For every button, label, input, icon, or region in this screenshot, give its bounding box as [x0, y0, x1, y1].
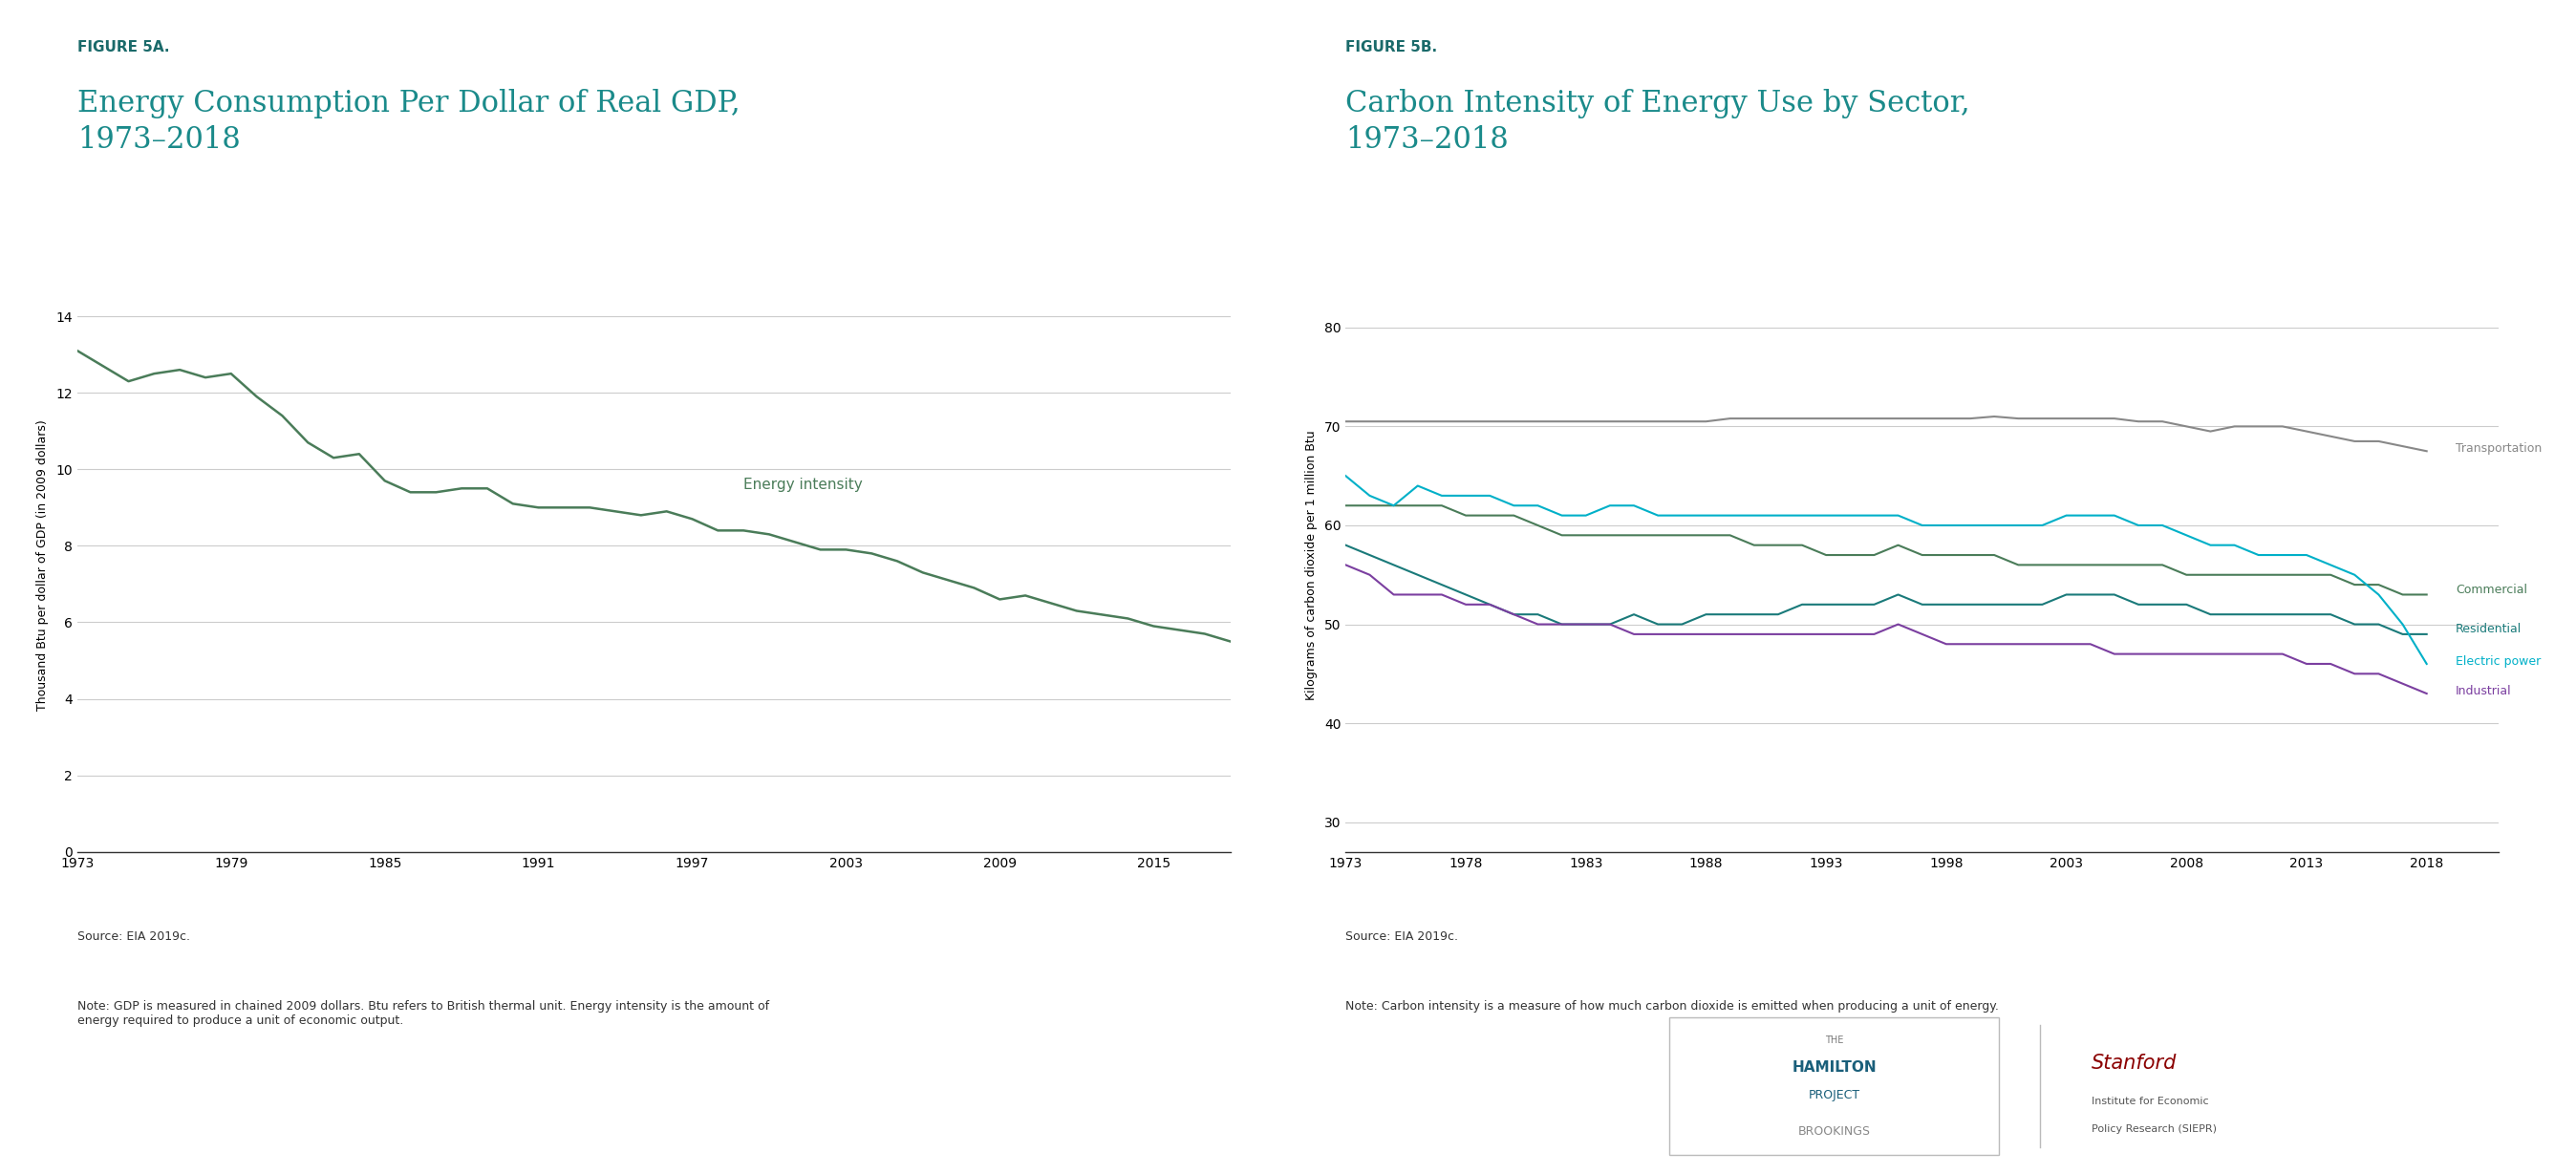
- Text: Source: EIA 2019c.: Source: EIA 2019c.: [77, 930, 191, 943]
- Text: Commercial: Commercial: [2455, 583, 2527, 596]
- Text: Industrial: Industrial: [2455, 686, 2512, 697]
- Text: BROOKINGS: BROOKINGS: [1798, 1126, 1870, 1138]
- Text: Note: Carbon intensity is a measure of how much carbon dioxide is emitted when p: Note: Carbon intensity is a measure of h…: [1345, 1000, 1999, 1012]
- Text: FIGURE 5B.: FIGURE 5B.: [1345, 40, 1437, 54]
- Text: Carbon Intensity of Energy Use by Sector,
1973–2018: Carbon Intensity of Energy Use by Sector…: [1345, 88, 1971, 155]
- Text: HAMILTON: HAMILTON: [1793, 1060, 1875, 1075]
- FancyBboxPatch shape: [1669, 1017, 1999, 1155]
- Text: Source: EIA 2019c.: Source: EIA 2019c.: [1345, 930, 1458, 943]
- Y-axis label: Kilograms of carbon dioxide per 1 million Btu: Kilograms of carbon dioxide per 1 millio…: [1306, 430, 1316, 700]
- Text: PROJECT: PROJECT: [1808, 1089, 1860, 1101]
- Y-axis label: Thousand Btu per dollar of GDP (in 2009 dollars): Thousand Btu per dollar of GDP (in 2009 …: [36, 419, 49, 710]
- Text: Residential: Residential: [2455, 623, 2522, 635]
- Text: Policy Research (SIEPR): Policy Research (SIEPR): [2092, 1124, 2218, 1133]
- Text: Energy intensity: Energy intensity: [744, 478, 863, 492]
- Text: Institute for Economic: Institute for Economic: [2092, 1097, 2208, 1106]
- Text: Energy Consumption Per Dollar of Real GDP,
1973–2018: Energy Consumption Per Dollar of Real GD…: [77, 88, 739, 155]
- Text: Note: GDP is measured in chained 2009 dollars. Btu refers to British thermal uni: Note: GDP is measured in chained 2009 do…: [77, 1000, 770, 1026]
- Text: Electric power: Electric power: [2455, 656, 2540, 668]
- Text: THE: THE: [1824, 1035, 1844, 1045]
- Text: FIGURE 5A.: FIGURE 5A.: [77, 40, 170, 54]
- Text: Stanford: Stanford: [2092, 1053, 2177, 1073]
- Text: Transportation: Transportation: [2455, 441, 2543, 454]
